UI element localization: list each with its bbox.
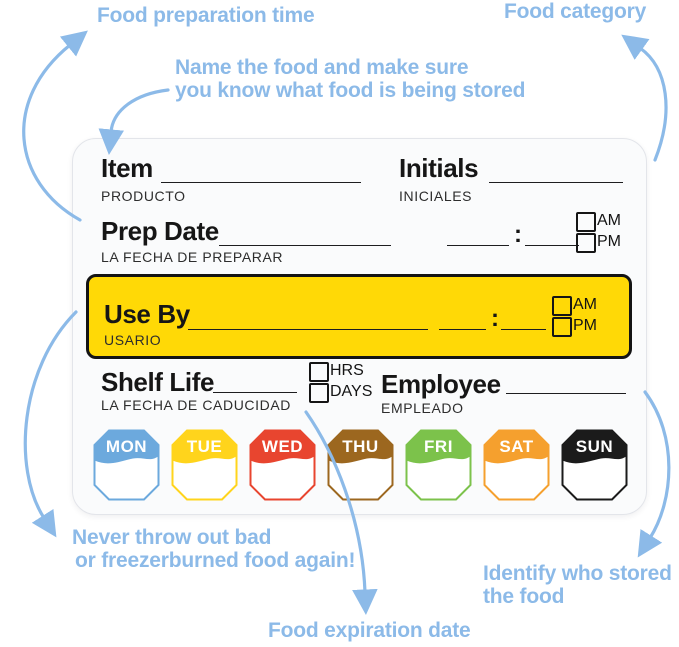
arrow-never-throw: [23, 310, 78, 538]
arrow-category: [621, 34, 668, 162]
day-tab-tue: TUE: [171, 429, 238, 501]
initials-label: Initials: [399, 153, 479, 183]
use-by-label: Use By: [104, 299, 190, 329]
use-by-hour-line: [439, 329, 486, 330]
prep-time-colon: :: [514, 221, 522, 248]
callout-identify-line2: the food: [483, 585, 565, 608]
use-by-colon: :: [491, 305, 499, 332]
use-by-label-es: USARIO: [104, 332, 162, 348]
callout-never-throw: Never throw out bad or freezerburned foo…: [72, 526, 355, 572]
callout-identify-line1: Identify who stored: [483, 562, 672, 585]
day-tab-thu: THU: [327, 429, 394, 501]
use-by-minute-line: [501, 329, 546, 330]
day-tab-label-tue: TUE: [187, 437, 223, 456]
callout-never-line2: or freezerburned food again!: [75, 549, 356, 572]
callout-expiration: Food expiration date: [268, 619, 471, 642]
prep-date-blank-line: [219, 245, 391, 246]
shelf-hrs-label: HRS: [330, 362, 364, 379]
employee-label: Employee: [381, 369, 501, 399]
callout-never-line1: Never throw out bad: [72, 526, 272, 549]
prep-date-label: Prep Date: [101, 216, 219, 246]
use-by-am-checkbox: [552, 296, 572, 316]
prep-am-checkbox: [576, 212, 596, 232]
day-tab-label-fri: FRI: [424, 437, 453, 456]
prep-date-label-es: LA FECHA DE PREPARAR: [101, 249, 284, 265]
initials-label-es: INICIALES: [399, 188, 473, 204]
use-by-blank-line: [188, 329, 428, 330]
shelf-hrs-checkbox: [309, 362, 329, 382]
day-tab-label-sun: SUN: [576, 437, 613, 456]
callout-name-food-line1: Name the food and make sure: [175, 56, 469, 79]
day-tab-sun: SUN: [561, 429, 628, 501]
prep-time-minute-line: [525, 245, 579, 246]
employee-blank-line: [506, 393, 626, 394]
item-blank-line: [161, 182, 361, 183]
initials-blank-line: [489, 182, 623, 183]
day-tab-sat: SAT: [483, 429, 550, 501]
callout-prep-time: Food preparation time: [97, 4, 315, 27]
day-tab-label-sat: SAT: [499, 437, 533, 456]
day-tab-label-thu: THU: [342, 437, 378, 456]
item-label-es: PRODUCTO: [101, 188, 186, 204]
callout-name-food-line2: you know what food is being stored: [175, 79, 526, 102]
use-by-am-label: AM: [573, 296, 597, 313]
shelf-days-checkbox: [309, 383, 329, 403]
callout-name-food: Name the food and make sure you know wha…: [175, 56, 525, 102]
item-label: Item: [101, 153, 153, 183]
prep-pm-label: PM: [597, 233, 621, 250]
employee-label-es: EMPLEADO: [381, 400, 464, 416]
shelf-life-label: Shelf Life: [101, 367, 215, 397]
shelf-life-blank-line: [213, 392, 297, 393]
callout-category: Food category: [504, 0, 647, 23]
arrow-identify: [637, 390, 671, 558]
use-by-band: Use By : AM PM USARIO: [86, 274, 632, 359]
use-by-pm-checkbox: [552, 317, 572, 337]
shelf-life-label-es: LA FECHA DE CADUCIDAD: [101, 397, 291, 413]
day-tab-fri: FRI: [405, 429, 472, 501]
prep-am-label: AM: [597, 212, 621, 229]
day-tab-label-wed: WED: [262, 437, 303, 456]
arrow-name-food: [98, 88, 170, 155]
callout-identify: Identify who stored the food: [483, 562, 672, 608]
use-by-pm-label: PM: [573, 317, 597, 334]
day-tab-label-mon: MON: [106, 437, 147, 456]
food-label-card: Item PRODUCTO Initials INICIALES Prep Da…: [72, 138, 647, 515]
day-tab-mon: MON: [93, 429, 160, 501]
prep-pm-checkbox: [576, 233, 596, 253]
day-tab-wed: WED: [249, 429, 316, 501]
day-tabs: MON TUE WED THU FRI SAT SUN: [93, 429, 633, 501]
shelf-days-label: DAYS: [330, 383, 373, 400]
prep-time-hour-line: [447, 245, 509, 246]
